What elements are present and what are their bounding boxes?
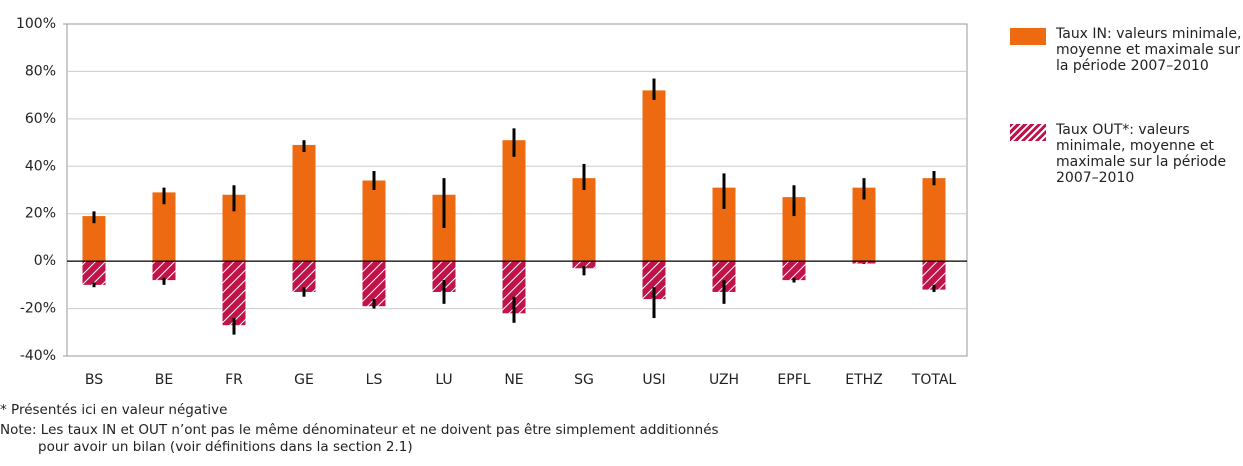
x-tick-label: ETHZ <box>845 372 883 388</box>
bar <box>152 261 176 281</box>
bar <box>642 90 666 262</box>
x-tick-label: UZH <box>709 372 739 388</box>
bar <box>852 187 876 262</box>
legend-label: Taux OUT*: valeurs minimale, moyenne et … <box>1056 122 1227 186</box>
x-tick-label: LS <box>366 372 383 388</box>
bar <box>82 216 106 262</box>
bar <box>572 178 596 262</box>
y-tick-label: 0% <box>34 253 56 269</box>
x-tick-label: LU <box>435 372 452 388</box>
bar <box>782 261 806 281</box>
bar <box>782 197 806 262</box>
y-tick-label: 40% <box>25 158 56 174</box>
bar <box>642 261 666 300</box>
legend-item: Taux OUT*: valeurs minimale, moyenne et … <box>1010 122 1243 186</box>
note: Note: Les taux IN et OUT n’ont pas le mê… <box>0 422 719 455</box>
x-tick-label: USI <box>642 372 665 388</box>
y-tick-label: 60% <box>25 111 56 127</box>
y-tick-label: 20% <box>25 206 56 222</box>
bar <box>502 140 526 262</box>
bar <box>152 192 176 262</box>
x-tick-label: TOTAL <box>911 372 957 388</box>
legend-item: Taux IN: valeurs minimale, moyenne et ma… <box>1010 26 1243 74</box>
x-tick-label: GE <box>294 372 314 388</box>
bar <box>922 261 946 290</box>
x-tick-label: SG <box>574 372 594 388</box>
bar <box>432 261 456 292</box>
chart: -40% -20% 0% 20% 40% 60% 80% 100% BS BE FR GE LS LU NE… <box>16 16 968 388</box>
bar <box>292 144 316 262</box>
y-tick-label: -20% <box>20 301 56 317</box>
x-tick-label: BE <box>155 372 173 388</box>
bar <box>362 180 386 262</box>
bar <box>852 261 876 264</box>
y-tick-label: 80% <box>25 63 56 79</box>
y-tick-label: -40% <box>20 348 56 364</box>
bar <box>222 194 246 262</box>
bar <box>922 178 946 262</box>
bar <box>502 261 526 314</box>
bar <box>712 261 736 292</box>
bar <box>572 261 596 269</box>
bar <box>362 261 386 307</box>
legend-label: Taux IN: valeurs minimale, moyenne et ma… <box>1056 26 1242 74</box>
legend-swatch <box>1010 124 1046 141</box>
legend-swatch <box>1010 28 1046 45</box>
bar <box>712 187 736 262</box>
x-tick-label: EPFL <box>777 372 810 388</box>
y-tick-label: 100% <box>16 16 56 32</box>
bar <box>222 261 246 326</box>
bar <box>292 261 316 292</box>
x-tick-label: NE <box>504 372 523 388</box>
bar <box>82 261 106 285</box>
footnote: * Présentés ici en valeur négative <box>0 402 228 418</box>
x-tick-label: FR <box>225 372 243 388</box>
x-tick-label: BS <box>85 372 103 388</box>
